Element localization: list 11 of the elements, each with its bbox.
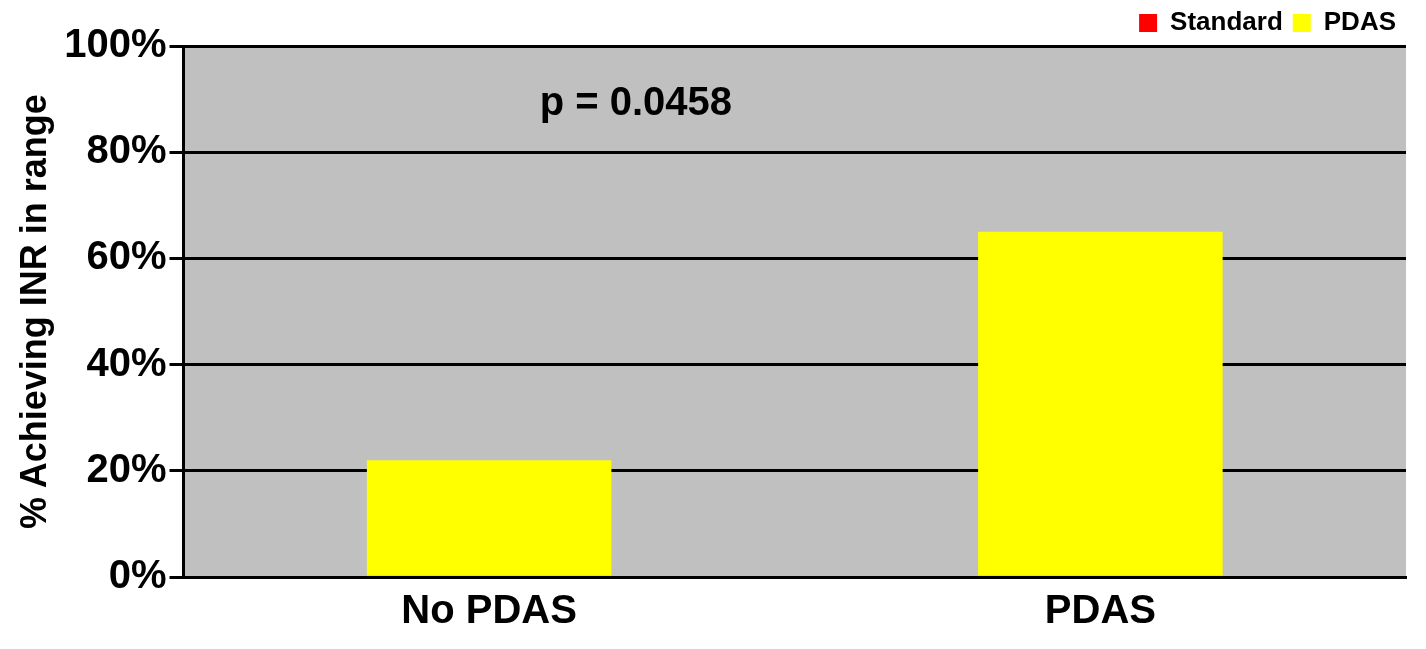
y-tick-label: 80% [86, 127, 167, 172]
y-axis-title: % Achieving INR in range [12, 94, 54, 529]
y-tick-label: 40% [86, 339, 167, 384]
legend-label: PDAS [1323, 6, 1397, 37]
annotation: p = 0.0458 [539, 79, 733, 124]
x-tick-label: No PDAS [401, 587, 577, 632]
y-tick-label: 100% [64, 21, 167, 66]
y-tick-label: 60% [86, 233, 167, 278]
legend-label: Standard [1170, 6, 1283, 37]
y-tick-label: 0% [108, 552, 167, 597]
y-tick-label: 20% [86, 445, 167, 490]
